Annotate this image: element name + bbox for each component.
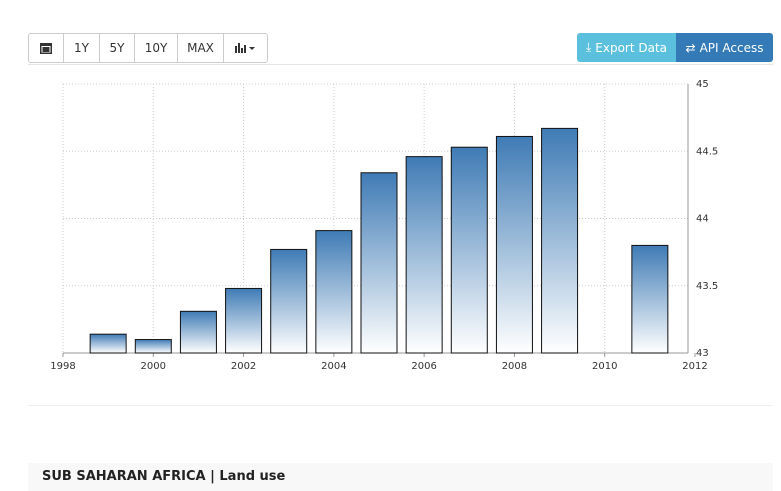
bar — [360, 172, 398, 354]
api-icon: ⇄ — [685, 40, 696, 55]
x-tick-label: 2012 — [682, 361, 707, 372]
footer-title: SUB SAHARAN AFRICA | Land use — [42, 469, 286, 484]
range-button[interactable]: 1Y — [64, 34, 100, 62]
bar — [631, 244, 669, 354]
bar — [405, 156, 443, 354]
bar — [495, 135, 533, 354]
calendar-button[interactable] — [29, 34, 64, 62]
bar — [89, 333, 127, 354]
x-tick-label: 2000 — [141, 361, 166, 372]
chart: 43 43.5 44 44.5 45 1998 2000 2002 2004 2006 2008 20… — [50, 79, 718, 372]
calendar-icon — [40, 43, 52, 54]
bar — [134, 339, 172, 354]
divider — [28, 405, 773, 406]
y-tick-label: 43 — [696, 348, 709, 359]
bar — [270, 248, 308, 354]
range-button[interactable]: 10Y — [135, 34, 178, 62]
y-tick-label: 44 — [696, 214, 709, 225]
x-tick-label: 1998 — [50, 361, 75, 372]
y-tick-label: 44.5 — [696, 146, 718, 157]
api-button[interactable]: ⇄ API Access — [676, 33, 773, 62]
footer: SUB SAHARAN AFRICA | Land use — [28, 463, 773, 491]
x-tick-label: 2002 — [231, 361, 256, 372]
range-button[interactable]: MAX — [178, 34, 224, 62]
export-icon: ⤓ — [585, 40, 592, 54]
bar — [225, 287, 263, 354]
bar — [179, 310, 217, 354]
range-button[interactable]: 5Y — [100, 34, 135, 62]
chart-type-icon — [234, 43, 255, 53]
divider — [28, 64, 773, 65]
export-button[interactable]: ⤓ Export Data — [577, 33, 676, 62]
x-tick-label: 2010 — [592, 361, 617, 372]
y-tick-label: 43.5 — [696, 281, 718, 292]
range-toolbar: 1Y 5Y 10Y MAX — [28, 33, 268, 63]
x-tick-label: 2004 — [321, 361, 346, 372]
y-tick-label: 45 — [696, 79, 709, 90]
export-label: Export Data — [595, 40, 668, 55]
bar — [450, 146, 488, 354]
x-tick-label: 2006 — [411, 361, 436, 372]
chart-type-button[interactable] — [224, 34, 267, 62]
api-label: API Access — [699, 40, 764, 55]
x-tick-label: 2008 — [502, 361, 527, 372]
bar — [541, 127, 579, 354]
bar — [315, 230, 353, 354]
